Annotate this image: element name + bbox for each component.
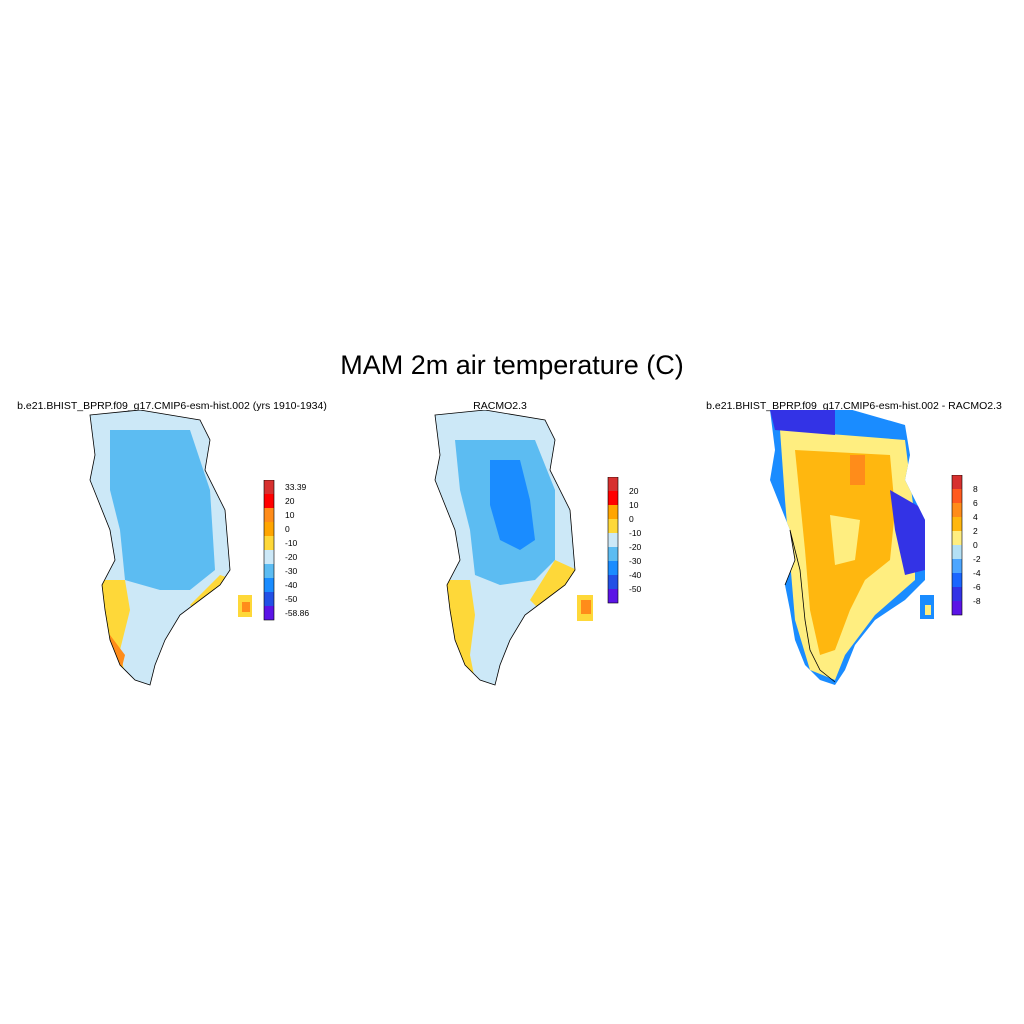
colorbar-box (608, 575, 618, 589)
colorbar-label: -2 (973, 554, 981, 564)
colorbar-box (264, 564, 274, 578)
colorbar-box (952, 573, 962, 587)
colorbar-label: -58.86 (285, 608, 309, 618)
panel-1-colorbar: 33.39 20 10 0 -10 -20 -30 -40 -50 -58.86 (263, 480, 309, 621)
panel-3-field (770, 410, 925, 685)
colorbar-box (608, 589, 618, 603)
colorbar-label: -20 (629, 542, 642, 552)
colorbar-label: -50 (285, 594, 298, 604)
colorbar-box (264, 508, 274, 522)
colorbar-frame (263, 480, 275, 621)
colorbar-label: 0 (285, 524, 290, 534)
colorbar-box (264, 550, 274, 564)
colorbar-label: -10 (285, 538, 298, 548)
colorbar-box (264, 522, 274, 536)
panel-3-colorbar: 8 6 4 2 0 -2 -4 -6 -8 (951, 475, 981, 616)
colorbar-box (608, 477, 618, 491)
figure-title: MAM 2m air temperature (C) (340, 350, 684, 380)
colorbar-box (952, 587, 962, 601)
greenland-outline (784, 529, 836, 683)
greenland-outline (89, 410, 231, 686)
colorbar-label: -40 (629, 570, 642, 580)
colorbar-label: -8 (973, 596, 981, 606)
colorbar-box (952, 601, 962, 615)
colorbar-label: -50 (629, 584, 642, 594)
iceland-patch (577, 595, 593, 621)
colorbar-label: -30 (285, 566, 298, 576)
colorbar-label: 10 (285, 510, 295, 520)
field-mild-center (830, 515, 860, 565)
panel-2-map (434, 410, 593, 686)
panel-1-map (89, 410, 252, 686)
colorbar-label: 20 (285, 496, 295, 506)
panel-1-title: b.e21.BHIST_BPRP.f09_g17.CMIP6-esm-hist.… (17, 400, 327, 412)
colorbar-box (608, 491, 618, 505)
colorbar-box (608, 519, 618, 533)
colorbar-box (264, 578, 274, 592)
greenland-outline (434, 410, 576, 686)
colorbar-box (264, 480, 274, 494)
colorbar-box (608, 547, 618, 561)
colorbar-label: 8 (973, 484, 978, 494)
colorbar-box (608, 533, 618, 547)
colorbar-label: -4 (973, 568, 981, 578)
iceland-patch (920, 595, 934, 619)
colorbar-label: 20 (629, 486, 639, 496)
colorbar-box (952, 475, 962, 489)
colorbar-box (952, 517, 962, 531)
field-interior (110, 430, 215, 590)
panel-1-field (90, 410, 230, 685)
field-hot-north (850, 455, 865, 485)
field-cold-north (770, 410, 835, 435)
colorbar-box (264, 592, 274, 606)
colorbar-label: 10 (629, 500, 639, 510)
colorbar-box (264, 536, 274, 550)
colorbar-box (952, 545, 962, 559)
colorbar-box (264, 494, 274, 508)
colorbar-label: 4 (973, 512, 978, 522)
colorbar-box (952, 489, 962, 503)
colorbar-label: 33.39 (285, 482, 307, 492)
field-core (490, 460, 535, 550)
field-cold-east (890, 490, 925, 575)
field-coast-sw (445, 580, 475, 680)
colorbar-box (264, 606, 274, 620)
panel-3-map (770, 410, 934, 685)
colorbar-label: 0 (973, 540, 978, 550)
panel-2-colorbar: 20 10 0 -10 -20 -30 -40 -50 (607, 477, 642, 604)
colorbar-label: 6 (973, 498, 978, 508)
colorbar-frame (607, 477, 619, 604)
colorbar-label: -10 (629, 528, 642, 538)
colorbar-box (952, 531, 962, 545)
colorbar-box (952, 503, 962, 517)
colorbar-box (608, 505, 618, 519)
colorbar-box (608, 561, 618, 575)
iceland-patch (238, 595, 252, 617)
colorbar-label: -40 (285, 580, 298, 590)
panel-2-title: RACMO2.3 (473, 400, 527, 412)
colorbar-label: 2 (973, 526, 978, 536)
colorbar-label: 0 (629, 514, 634, 524)
colorbar-label: -6 (973, 582, 981, 592)
colorbar-label: -20 (285, 552, 298, 562)
colorbar-box (952, 559, 962, 573)
colorbar-label: -30 (629, 556, 642, 566)
panel-3-title: b.e21.BHIST_BPRP.f09_g17.CMIP6-esm-hist.… (706, 400, 1002, 412)
colorbar-frame (951, 475, 963, 616)
panel-2-field (435, 410, 575, 685)
